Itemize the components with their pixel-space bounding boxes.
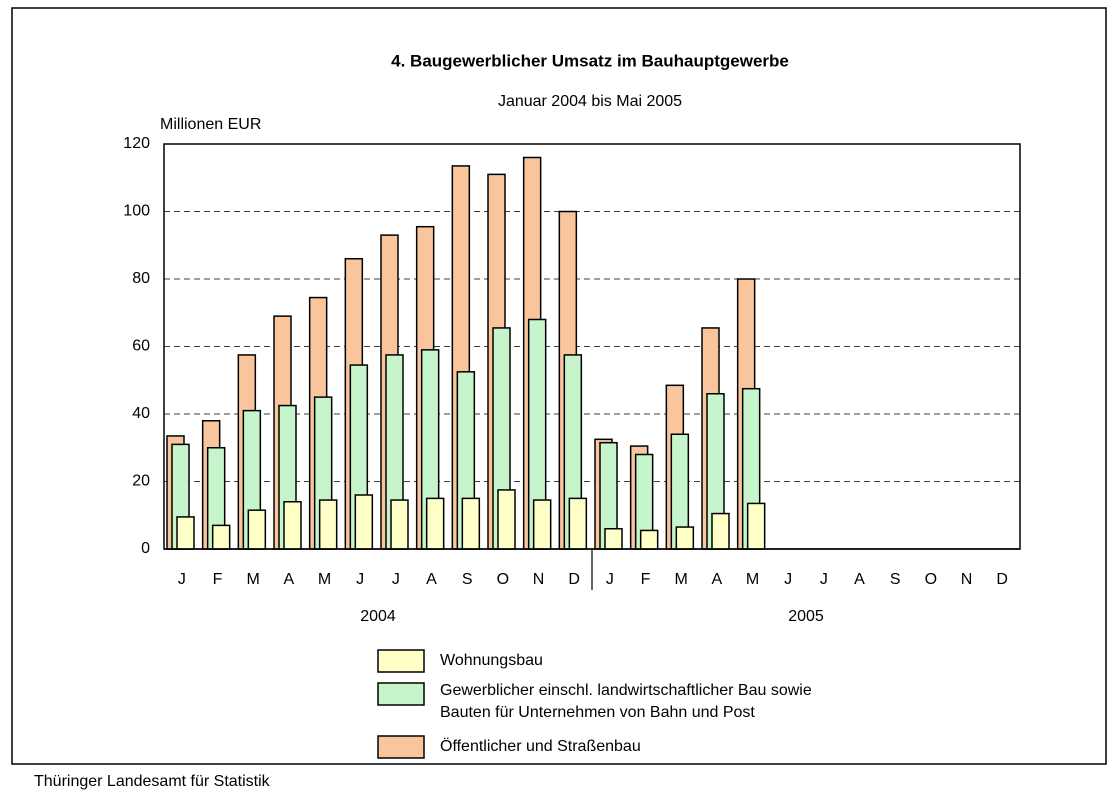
- bar: [568, 497, 588, 550]
- bar: [497, 489, 516, 550]
- x-tick-label: D: [996, 571, 1008, 588]
- legend-label: Gewerblicher einschl. landwirtschaftlich…: [440, 682, 812, 721]
- y-tick-label: 60: [132, 338, 150, 355]
- chart-title: 4. Baugewerblicher Umsatz im Bauhauptgew…: [391, 51, 789, 70]
- x-tick-label: M: [318, 571, 331, 588]
- x-tick-label: S: [462, 571, 473, 588]
- y-tick-label: 100: [123, 203, 150, 220]
- x-tick-label: D: [568, 571, 580, 588]
- legend-label: Öffentlicher und Straßenbau: [440, 738, 641, 755]
- bar: [283, 501, 302, 550]
- x-tick-label: A: [854, 571, 865, 588]
- x-tick-label: M: [247, 571, 260, 588]
- x-tick-label: A: [283, 571, 294, 588]
- x-tick-label: J: [820, 571, 828, 588]
- bar: [247, 509, 267, 550]
- x-tick-label: J: [178, 571, 186, 588]
- y-axis-label: Millionen EUR: [160, 116, 261, 133]
- frame: [11, 7, 1107, 765]
- x-tick-label: M: [746, 571, 759, 588]
- x-tick-label: F: [213, 571, 223, 588]
- bar: [746, 502, 766, 550]
- bar: [532, 499, 552, 550]
- bar: [639, 529, 659, 550]
- y-tick-label: 120: [123, 135, 150, 152]
- bar: [675, 526, 695, 550]
- legend-swatch: [377, 735, 425, 759]
- x-tick-label: A: [711, 571, 722, 588]
- bar: [711, 512, 730, 550]
- bar: [425, 497, 445, 550]
- legend-swatch: [377, 682, 425, 706]
- x-tick-label: J: [784, 571, 792, 588]
- year-label: 2005: [788, 608, 824, 625]
- x-tick-label: M: [675, 571, 688, 588]
- year-label: 2004: [360, 608, 396, 625]
- bar: [604, 528, 623, 550]
- x-tick-label: J: [606, 571, 614, 588]
- bar: [318, 499, 338, 550]
- x-tick-label: O: [925, 571, 937, 588]
- x-tick-label: F: [641, 571, 651, 588]
- x-tick-label: A: [426, 571, 437, 588]
- y-tick-label: 20: [132, 473, 150, 490]
- x-tick-label: O: [497, 571, 509, 588]
- legend-swatch: [377, 649, 425, 673]
- chart-subtitle: Januar 2004 bis Mai 2005: [498, 93, 682, 110]
- x-tick-label: J: [356, 571, 364, 588]
- bar: [461, 497, 481, 550]
- x-tick-label: N: [961, 571, 973, 588]
- y-tick-label: 40: [132, 405, 150, 422]
- bar: [211, 524, 231, 550]
- y-tick-label: 80: [132, 270, 150, 287]
- bar: [176, 516, 195, 550]
- bar: [390, 499, 409, 550]
- x-tick-label: N: [533, 571, 545, 588]
- y-tick-label: 0: [141, 540, 150, 557]
- x-tick-label: S: [890, 571, 901, 588]
- x-tick-label: J: [392, 571, 400, 588]
- bar: [354, 494, 374, 550]
- legend-label: Wohnungsbau: [440, 652, 543, 669]
- source: Thüringer Landesamt für Statistik: [34, 773, 271, 790]
